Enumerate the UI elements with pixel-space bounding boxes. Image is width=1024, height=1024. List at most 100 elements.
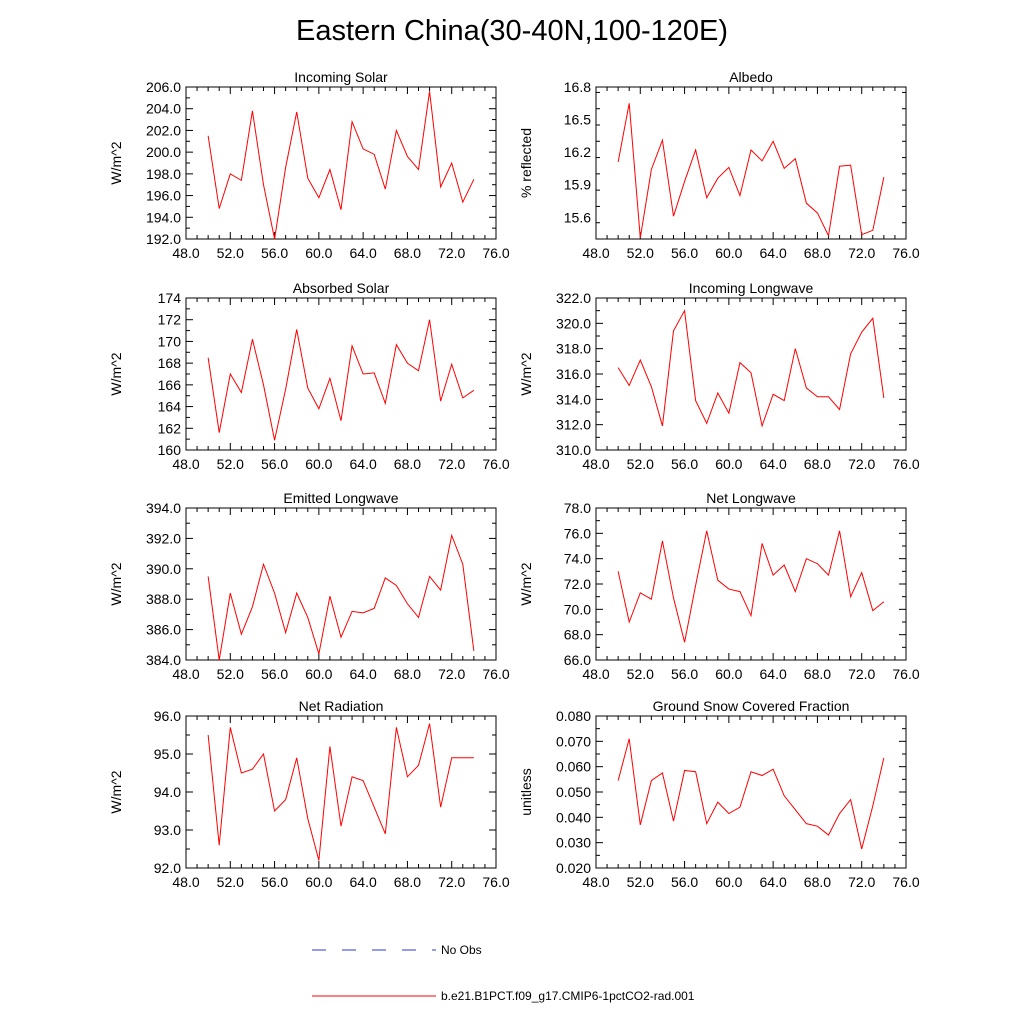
- y-tick-label: 93.0: [154, 822, 181, 838]
- y-tick-label: 384.0: [146, 652, 181, 668]
- x-tick-label: 76.0: [482, 874, 509, 890]
- y-tick-label: 0.080: [556, 708, 591, 724]
- legend: No Obs b.e21.B1PCT.f09_g17.CMIP6-1pctCO2-…: [312, 943, 695, 1003]
- x-tick-label: 76.0: [482, 666, 509, 682]
- chart-net-radiation: Net Radiation W/m^2 48.0 52.0 56.0 60.0 64.0 68…: [108, 698, 510, 890]
- x-tick-label: 72.0: [438, 874, 465, 890]
- x-tick-label: 48.0: [172, 456, 199, 472]
- y-tick-label: 70.0: [564, 601, 591, 617]
- x-tick-label: 56.0: [671, 456, 698, 472]
- plot-frame: [595, 86, 907, 240]
- y-tick-label: 312.0: [556, 417, 591, 433]
- x-tick-label: 48.0: [172, 245, 199, 261]
- x-tick-label: 64.0: [760, 874, 787, 890]
- y-tick-label: 0.030: [556, 835, 591, 851]
- x-tick-label: 52.0: [217, 245, 244, 261]
- y-tick-label: 16.5: [564, 112, 591, 128]
- x-tick-label: 64.0: [350, 456, 377, 472]
- series-line-emitted-longwave: [207, 533, 475, 661]
- x-tick-label: 60.0: [305, 666, 332, 682]
- x-tick-label: 56.0: [261, 666, 288, 682]
- x-tick-label: 60.0: [715, 245, 742, 261]
- y-tick-label: 0.020: [556, 860, 591, 876]
- x-tick-label: 68.0: [804, 245, 831, 261]
- x-tick-label: 56.0: [261, 456, 288, 472]
- y-tick-label: 166: [158, 377, 182, 393]
- y-tick-label: 16.2: [564, 144, 591, 160]
- y-tick-label: 320.0: [556, 315, 591, 331]
- x-tick-label: 56.0: [671, 245, 698, 261]
- y-tick-label: 174: [158, 290, 182, 306]
- x-tick-label: 68.0: [804, 456, 831, 472]
- y-tick-label: 392.0: [146, 530, 181, 546]
- panel-title: Incoming Solar: [294, 69, 388, 85]
- y-tick-label: 318.0: [556, 341, 591, 357]
- chart-absorbed-solar: Absorbed Solar W/m^2 48.0 52.0 56.0 60.0 64.0 6…: [108, 280, 510, 472]
- page-title: Eastern China(30-40N,100-120E): [296, 15, 728, 47]
- chart-ground-snow-covered-fraction: Ground Snow Covered Fraction unitless 48.0…: [518, 698, 920, 890]
- x-tick-label: 48.0: [582, 874, 609, 890]
- legend-item-b-e21-b1pct-f09-g17-cmip6-1pctco2-rad-001: b.e21.B1PCT.f09_g17.CMIP6-1pctCO2-rad.00…: [312, 989, 695, 1003]
- plot-frame: [185, 86, 497, 240]
- y-tick-label: 0.070: [556, 733, 591, 749]
- y-tick-label: 66.0: [564, 652, 591, 668]
- panel-title: Ground Snow Covered Fraction: [653, 698, 850, 714]
- y-tick-label: 78.0: [564, 500, 591, 516]
- x-tick-label: 68.0: [394, 456, 421, 472]
- x-tick-label: 60.0: [715, 456, 742, 472]
- y-axis-label: W/m^2: [108, 352, 124, 395]
- panel-title: Net Radiation: [299, 698, 384, 714]
- x-tick-label: 72.0: [848, 874, 875, 890]
- x-tick-label: 72.0: [438, 245, 465, 261]
- x-tick-label: 60.0: [305, 874, 332, 890]
- x-tick-label: 52.0: [627, 245, 654, 261]
- x-tick-label: 60.0: [715, 666, 742, 682]
- y-tick-label: 388.0: [146, 591, 181, 607]
- legend-label: b.e21.B1PCT.f09_g17.CMIP6-1pctCO2-rad.00…: [441, 989, 695, 1003]
- series-line-incoming-solar: [207, 91, 475, 240]
- x-tick-label: 64.0: [760, 666, 787, 682]
- x-tick-label: 64.0: [350, 874, 377, 890]
- x-tick-label: 68.0: [394, 245, 421, 261]
- y-axis-label: % reflected: [518, 128, 534, 198]
- y-axis-label: W/m^2: [518, 562, 534, 605]
- x-tick-label: 48.0: [582, 666, 609, 682]
- legend-label: No Obs: [441, 943, 482, 957]
- x-tick-label: 56.0: [671, 874, 698, 890]
- x-tick-label: 52.0: [627, 456, 654, 472]
- x-tick-label: 48.0: [582, 245, 609, 261]
- y-axis-label: W/m^2: [108, 770, 124, 813]
- y-tick-label: 94.0: [154, 784, 181, 800]
- y-tick-label: 390.0: [146, 561, 181, 577]
- x-tick-label: 56.0: [261, 245, 288, 261]
- x-tick-label: 76.0: [482, 245, 509, 261]
- y-tick-label: 394.0: [146, 500, 181, 516]
- x-tick-label: 56.0: [261, 874, 288, 890]
- y-tick-label: 72.0: [564, 576, 591, 592]
- y-tick-label: 95.0: [154, 746, 181, 762]
- y-tick-label: 0.040: [556, 809, 591, 825]
- y-tick-label: 322.0: [556, 290, 591, 306]
- y-tick-label: 96.0: [154, 708, 181, 724]
- x-tick-label: 60.0: [715, 874, 742, 890]
- x-tick-label: 72.0: [438, 456, 465, 472]
- y-tick-label: 68.0: [564, 627, 591, 643]
- plot-frame: [595, 507, 907, 661]
- y-tick-label: 160: [158, 442, 182, 458]
- x-tick-label: 76.0: [482, 456, 509, 472]
- panel-title: Incoming Longwave: [689, 280, 814, 296]
- y-tick-label: 0.050: [556, 784, 591, 800]
- y-axis-label: W/m^2: [518, 352, 534, 395]
- x-tick-label: 72.0: [848, 666, 875, 682]
- y-tick-label: 164: [158, 399, 182, 415]
- x-tick-label: 72.0: [438, 666, 465, 682]
- x-tick-label: 68.0: [804, 874, 831, 890]
- x-tick-label: 68.0: [804, 666, 831, 682]
- x-tick-label: 48.0: [172, 666, 199, 682]
- x-tick-label: 64.0: [760, 245, 787, 261]
- plot-frame: [185, 297, 497, 451]
- y-tick-label: 316.0: [556, 366, 591, 382]
- x-tick-label: 64.0: [350, 245, 377, 261]
- x-tick-label: 52.0: [627, 666, 654, 682]
- y-tick-label: 162: [158, 420, 182, 436]
